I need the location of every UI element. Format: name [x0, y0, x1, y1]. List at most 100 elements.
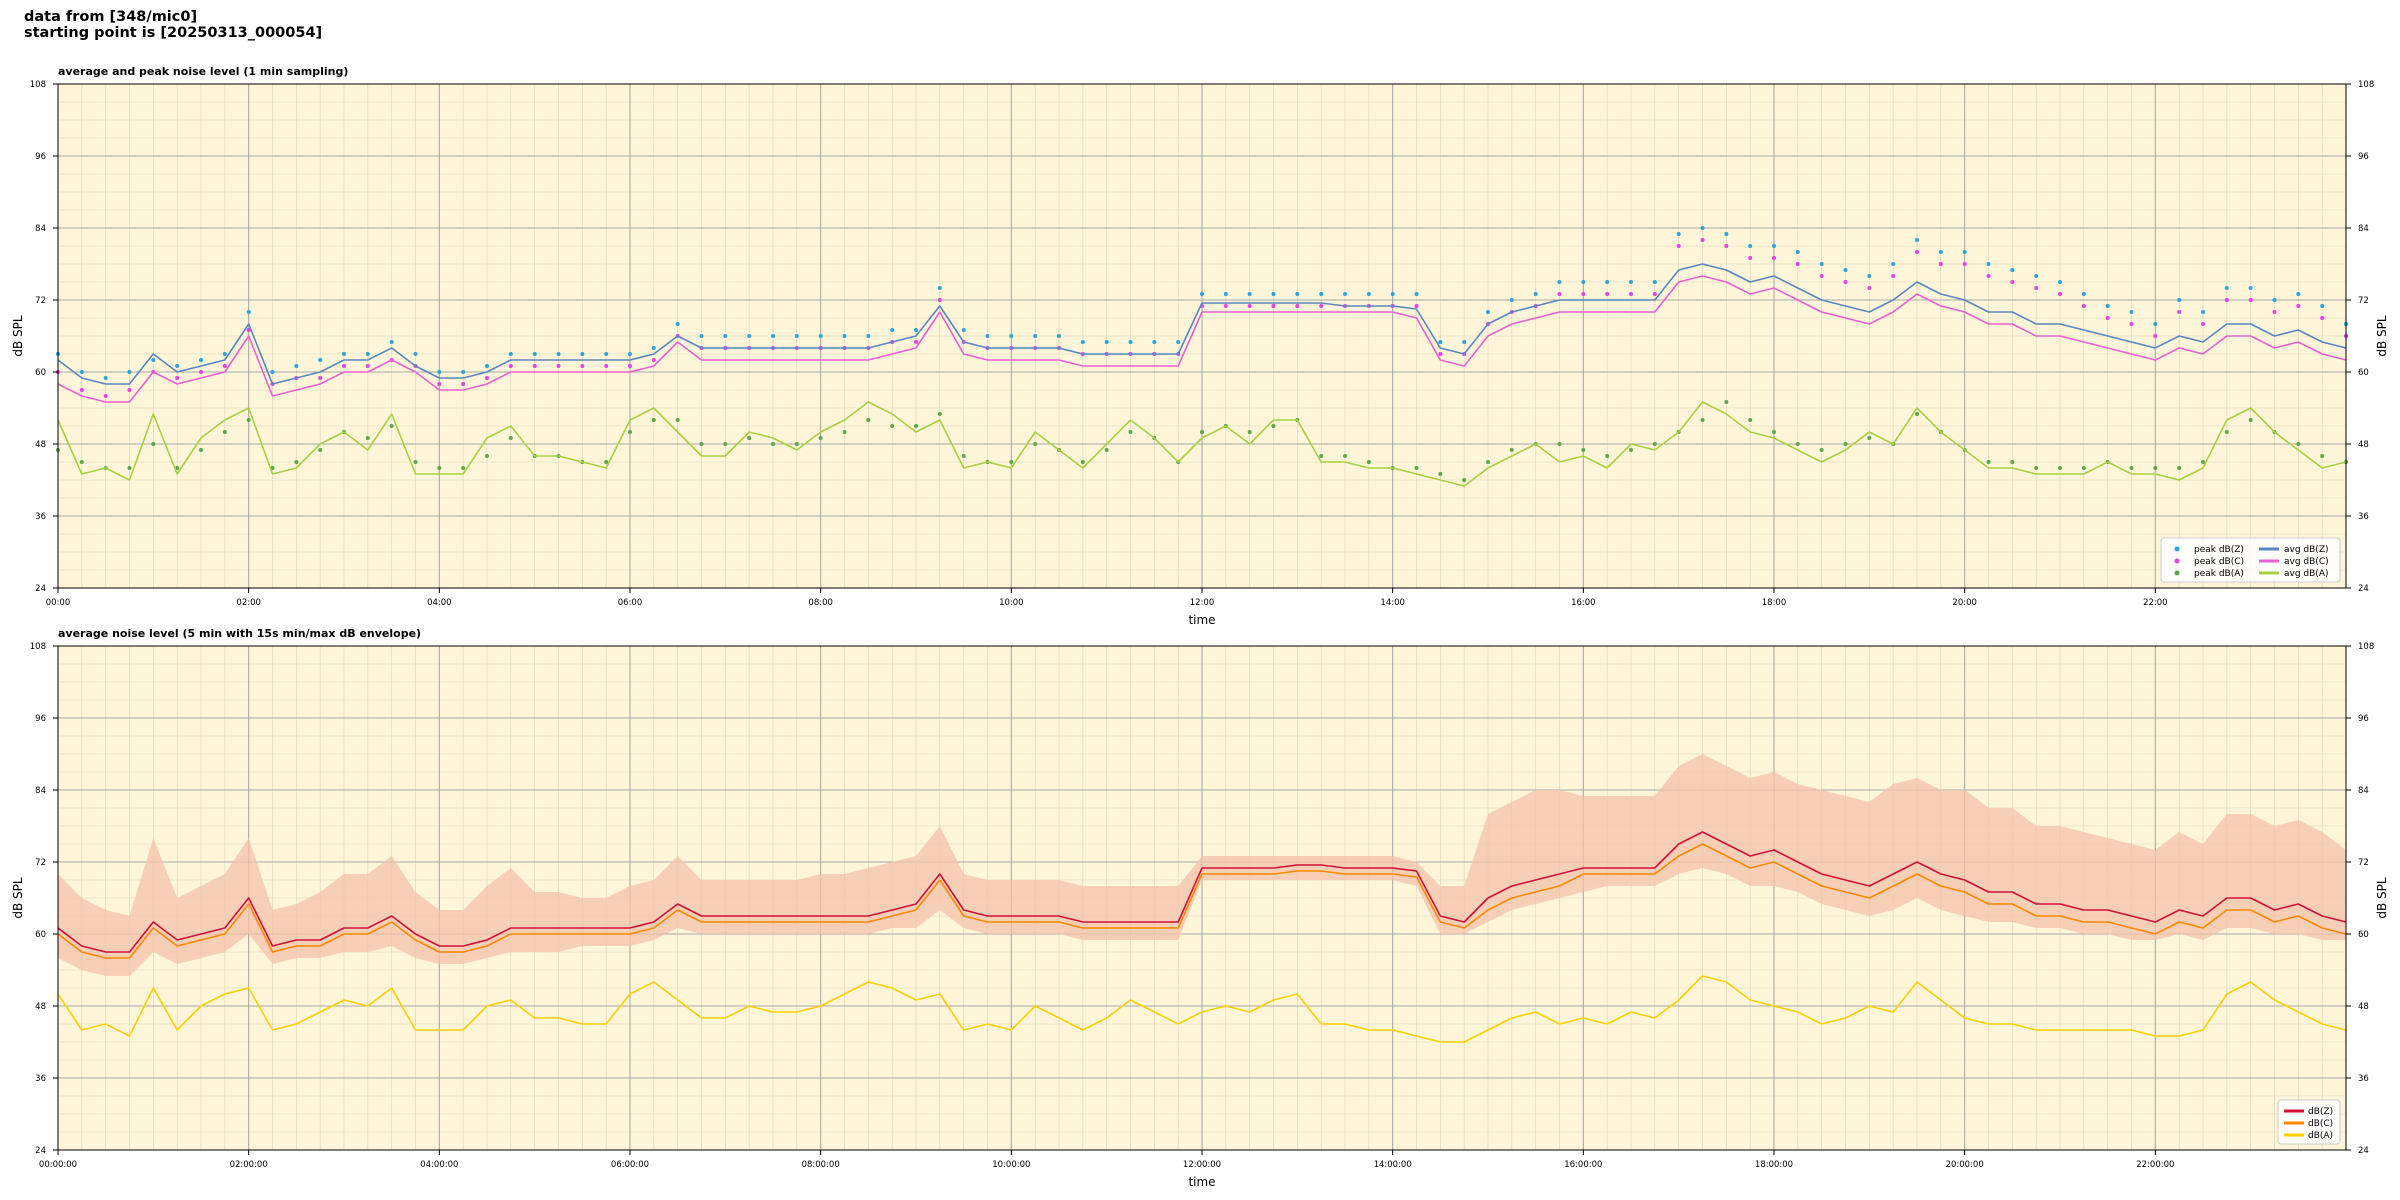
data-point [1819, 448, 1824, 452]
chart-top: 24 24 36 36 48 48 60 60 72 72 84 84 96 96 108 108 00:00 0… [11, 65, 2389, 627]
y-tick-label: 48 [35, 440, 46, 450]
data-point [1271, 424, 1276, 428]
data-point [1462, 478, 1467, 482]
data-point [771, 334, 775, 338]
data-point [508, 352, 513, 356]
data-point [1605, 292, 1610, 296]
data-point [699, 442, 704, 446]
data-point [127, 370, 132, 374]
x-tick-label: 08:00 [808, 598, 833, 608]
data-point [723, 334, 728, 338]
data-point [2224, 286, 2229, 290]
data-point [1962, 262, 1967, 266]
y-axis-label-right: dB SPL [2375, 877, 2389, 919]
data-point [651, 346, 656, 350]
data-point [2058, 466, 2062, 470]
data-point [199, 358, 203, 362]
x-tick-label: 16:00 [1571, 598, 1596, 608]
data-point [461, 466, 466, 470]
data-point [2129, 310, 2134, 314]
legend-label: dB(Z) [2308, 1107, 2333, 1117]
legend-label: dB(C) [2308, 1119, 2333, 1129]
data-point [1438, 472, 1443, 476]
y-tick-label: 108 [30, 642, 46, 652]
data-point [747, 334, 752, 338]
data-point [1772, 244, 1776, 248]
data-point [604, 352, 609, 356]
data-point [199, 448, 203, 452]
data-point [1938, 262, 1943, 266]
data-point [1867, 274, 1872, 278]
legend-marker [2174, 558, 2180, 564]
data-point [1915, 250, 1919, 254]
data-point [246, 310, 251, 314]
data-point [1319, 304, 1324, 308]
legend-label: peak dB(A) [2194, 569, 2244, 579]
x-tick-label: 02:00:00 [230, 1160, 268, 1170]
data-point [2177, 466, 2182, 470]
x-tick-label: 00:00:00 [39, 1160, 77, 1170]
data-point [937, 412, 942, 416]
data-point [1343, 292, 1347, 296]
y-axis-label: dB SPL [11, 877, 25, 919]
y-tick-label-right: 24 [2358, 584, 2369, 594]
data-point [1438, 352, 1443, 356]
data-point [2081, 466, 2086, 470]
data-point [2081, 292, 2086, 296]
data-point [1867, 286, 1872, 290]
y-axis-label: dB SPL [11, 315, 25, 357]
y-tick-label-right: 60 [2358, 930, 2369, 940]
data-point [175, 466, 180, 470]
data-point [1414, 466, 1419, 470]
y-tick-label-right: 60 [2358, 368, 2369, 378]
data-point [2153, 334, 2158, 338]
data-point [1176, 340, 1181, 344]
x-tick-label: 00:00 [46, 598, 71, 608]
data-point [914, 424, 918, 428]
data-point [2058, 292, 2062, 296]
data-point [1271, 292, 1276, 296]
data-point [1486, 310, 1490, 314]
data-point [604, 460, 609, 464]
y-tick-label-right: 72 [2358, 296, 2369, 306]
series-peak-db-c- [56, 238, 2348, 398]
x-tick-label: 04:00:00 [420, 1160, 458, 1170]
x-tick-label: 18:00:00 [1755, 1160, 1793, 1170]
data-point [1748, 256, 1753, 260]
data-point [2058, 280, 2062, 284]
data-point [175, 364, 180, 368]
data-point [1581, 280, 1586, 284]
data-point [1200, 292, 1204, 296]
data-point [1676, 244, 1681, 248]
x-tick-label: 06:00:00 [611, 1160, 649, 1170]
chart-title: average and peak noise level (1 min samp… [58, 65, 348, 78]
data-point [413, 460, 418, 464]
data-point [1629, 448, 1633, 452]
data-point [1557, 280, 1562, 284]
data-point [771, 442, 775, 446]
data-point [365, 352, 370, 356]
data-point [842, 430, 847, 434]
y-tick-label-right: 24 [2358, 1146, 2369, 1156]
axes: 24 24 36 36 48 48 60 60 72 72 84 84 96 96 108 108 00:00:… [30, 642, 2374, 1170]
data-point [294, 364, 299, 368]
x-tick-label: 12:00:00 [1183, 1160, 1221, 1170]
y-tick-label-right: 108 [2358, 80, 2374, 90]
y-tick-label-right: 48 [2358, 1002, 2369, 1012]
x-tick-label: 08:00:00 [802, 1160, 840, 1170]
data-point [2105, 316, 2110, 320]
legend-marker [2174, 546, 2180, 552]
data-point [2010, 268, 2015, 272]
data-point [1795, 262, 1800, 266]
data-point [222, 352, 227, 356]
data-point [604, 364, 609, 368]
legend-label: avg dB(A) [2284, 569, 2328, 579]
data-point [580, 352, 585, 356]
data-point [1033, 334, 1038, 338]
data-point [437, 466, 442, 470]
data-point [1557, 292, 1562, 296]
data-point [2248, 286, 2253, 290]
data-point [818, 334, 823, 338]
x-tick-label: 10:00 [999, 598, 1024, 608]
data-point [1962, 250, 1967, 254]
